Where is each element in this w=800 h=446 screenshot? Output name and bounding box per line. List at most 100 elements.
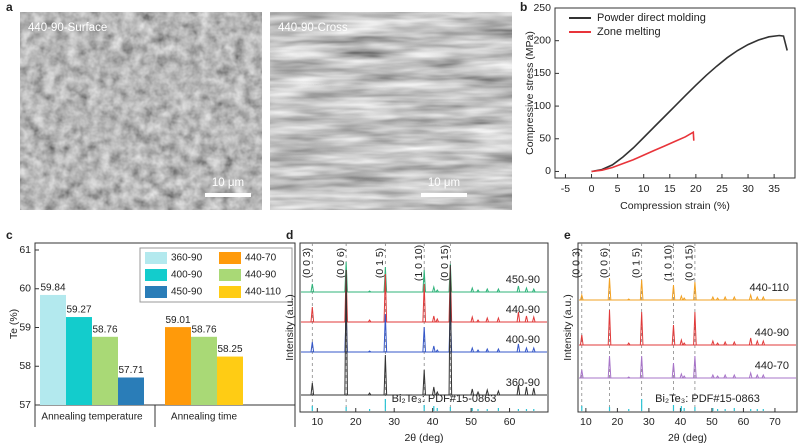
diffraction-peak <box>432 386 436 396</box>
x-tick-label: 10 <box>311 416 323 428</box>
pattern-label: 440-70 <box>755 360 789 372</box>
diffraction-peak <box>470 286 475 293</box>
legend-swatch <box>219 286 241 298</box>
y-tick-label: 150 <box>533 67 551 79</box>
y-tick-label: 250 <box>533 2 551 14</box>
plot-frame <box>577 242 798 413</box>
diffraction-peak <box>310 306 315 323</box>
legend-label: 440-90 <box>245 270 277 281</box>
sem-image <box>270 12 512 210</box>
diffraction-peak <box>679 338 684 346</box>
x-tick-label: 15 <box>664 183 676 195</box>
y-tick-label: 100 <box>533 100 551 112</box>
diffraction-peak <box>367 290 372 293</box>
x-tick-label: 40 <box>675 416 687 428</box>
diffraction-peak <box>524 346 529 353</box>
scale-bar-label: 10 μm <box>428 177 460 189</box>
scale-bar-label: 10 μm <box>212 177 244 189</box>
diffraction-peak <box>432 285 436 293</box>
diffraction-peak <box>422 369 426 396</box>
bar-value-label: 59.27 <box>66 305 91 316</box>
bar-value-label: 57.71 <box>118 365 143 376</box>
diffraction-peak <box>715 342 720 346</box>
legend-swatch <box>145 286 167 298</box>
diffraction-peak <box>524 386 529 396</box>
pattern-label: 440-90 <box>755 327 789 339</box>
y-axis-label: Te (%) <box>8 309 20 339</box>
panel-letter: a <box>6 0 13 14</box>
bar <box>66 317 92 405</box>
diffraction-peak <box>310 382 315 396</box>
diffraction-peak <box>671 284 676 301</box>
x-tick-label: 60 <box>504 416 516 428</box>
legend-swatch <box>145 269 167 281</box>
x-tick-label: 70 <box>769 416 781 428</box>
diffraction-peak <box>531 315 536 323</box>
legend-swatch <box>219 252 241 264</box>
diffraction-peak <box>310 341 315 353</box>
x-axis-label: Compression strain (%) <box>620 200 730 212</box>
diffraction-peak <box>531 387 536 396</box>
diffraction-peak <box>496 347 501 353</box>
peak-index-label: (0 0 15) <box>684 245 696 281</box>
diffraction-peak <box>723 373 727 379</box>
pattern-label: 440-110 <box>749 282 789 294</box>
diffraction-peak <box>579 293 584 301</box>
diffraction-peak <box>422 326 426 353</box>
diffraction-peak <box>496 316 501 323</box>
y-tick-label: 0 <box>545 165 551 177</box>
x-tick-label: 10 <box>638 183 650 195</box>
diffraction-peak <box>516 343 521 353</box>
x-tick-label: 40 <box>427 416 439 428</box>
diffraction-peak <box>732 340 737 346</box>
diffraction-peak <box>435 289 439 293</box>
diffraction-peak <box>383 266 388 293</box>
bar-value-label: 58.25 <box>217 344 242 355</box>
x-tick-label: 20 <box>690 183 702 195</box>
x-tick-label: 30 <box>643 416 655 428</box>
diffraction-peak <box>476 289 480 293</box>
panel-letter: b <box>520 0 527 14</box>
y-axis-label: Compressive stress (MPa) <box>524 31 536 155</box>
diffraction-peak <box>671 362 676 379</box>
diffraction-peak <box>755 373 760 379</box>
x-tick-label: 60 <box>738 416 750 428</box>
diffraction-peak <box>748 337 753 346</box>
legend-label: 450-90 <box>171 287 203 298</box>
y-tick-label: 50 <box>539 133 551 145</box>
diffraction-peak <box>485 316 490 323</box>
reference-label: Bi₂Te₃: PDF#15-0863 <box>655 393 760 405</box>
diffraction-peak <box>711 295 715 301</box>
scale-bar <box>421 193 467 197</box>
diffraction-peak <box>639 311 644 346</box>
diffraction-peak <box>344 269 348 396</box>
legend-label: 400-90 <box>171 270 203 281</box>
diffraction-peak <box>516 384 521 396</box>
bar-value-label: 59.01 <box>165 315 190 326</box>
diffraction-peak <box>607 277 612 301</box>
diffraction-peak <box>367 350 372 353</box>
diffraction-peak <box>485 287 490 293</box>
x-tick-label: 30 <box>742 183 754 195</box>
diffraction-peak <box>470 346 475 353</box>
diffraction-peak <box>761 339 766 346</box>
x-tick-label: 20 <box>350 416 362 428</box>
diffraction-peak <box>723 295 727 301</box>
panel-letter: c <box>6 228 13 242</box>
diffraction-peak <box>476 319 480 323</box>
diffraction-peak <box>723 340 727 346</box>
diffraction-peak <box>607 355 612 379</box>
diffraction-peak <box>715 375 720 379</box>
diffraction-peak <box>435 390 440 396</box>
panel-letter: e <box>564 228 571 242</box>
peak-index-label: (1 0 10) <box>413 245 425 281</box>
x-tick-label: 30 <box>388 416 400 428</box>
diffraction-peak <box>383 313 388 353</box>
diffraction-peak <box>383 273 388 323</box>
diffraction-peak <box>435 317 440 323</box>
peak-index-label: (0 1 5) <box>630 248 642 278</box>
diffraction-peak <box>682 375 686 379</box>
y-tick-label: 61 <box>19 244 31 256</box>
diffraction-peak <box>532 287 536 293</box>
